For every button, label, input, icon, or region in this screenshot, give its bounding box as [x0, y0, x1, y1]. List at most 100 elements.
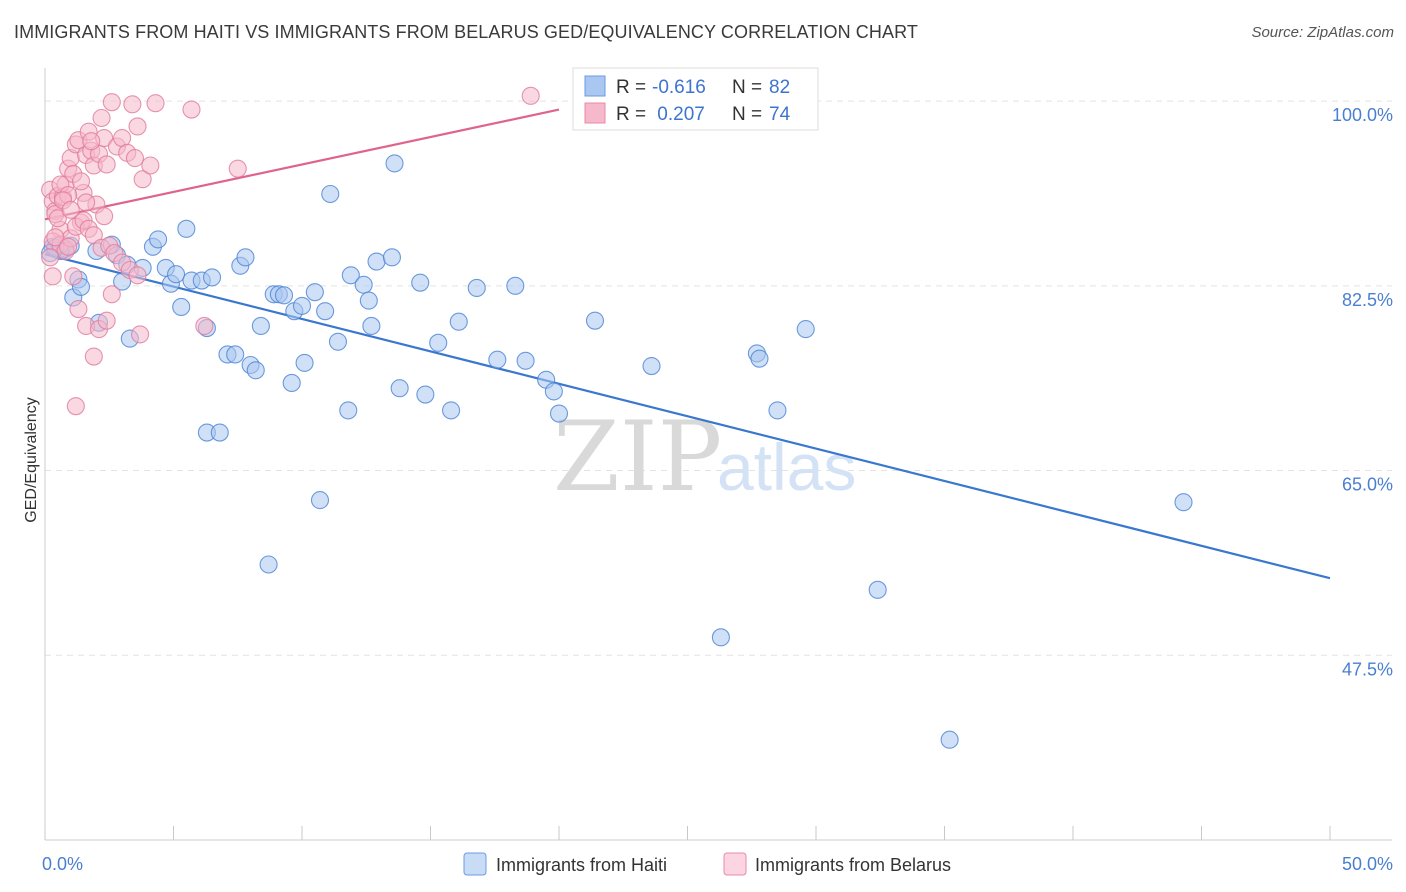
- belarus-point: [102, 93, 121, 112]
- legend-r-value: 0.207: [652, 104, 705, 125]
- belarus-point: [82, 132, 101, 151]
- haiti-point: [796, 320, 815, 339]
- haiti-point: [385, 154, 404, 173]
- belarus-point: [131, 325, 150, 344]
- haiti-point: [172, 297, 191, 316]
- haiti-point: [585, 311, 605, 330]
- haiti-point: [488, 350, 507, 369]
- haiti-point: [282, 373, 301, 392]
- grid-lines: [45, 100, 1392, 656]
- tick-labels: 100.0% 82.5% 65.0% 47.5% 0.0% 50.0%: [42, 105, 1393, 874]
- belarus-point: [43, 267, 62, 286]
- belarus-point: [69, 300, 88, 319]
- haiti-point: [274, 286, 294, 305]
- haiti-point: [367, 252, 386, 271]
- haiti-point: [203, 268, 222, 287]
- belarus-point: [64, 267, 83, 286]
- haiti-point: [449, 312, 468, 331]
- y-tick-label: 65.0%: [1342, 475, 1393, 495]
- haiti-point: [246, 361, 265, 380]
- haiti-point: [516, 351, 535, 370]
- haiti-point: [442, 401, 461, 420]
- belarus-point: [146, 94, 165, 113]
- belarus-point: [228, 159, 247, 178]
- belarus-point: [61, 200, 80, 219]
- belarus-point: [41, 248, 60, 267]
- belarus-point: [123, 95, 142, 114]
- source-label: Source: ZipAtlas.com: [1251, 24, 1394, 41]
- haiti-point: [411, 273, 430, 292]
- belarus-point: [128, 117, 147, 136]
- belarus-point: [46, 228, 65, 247]
- haiti-point: [259, 555, 278, 574]
- haiti-point: [868, 580, 887, 599]
- haiti-point: [549, 404, 569, 423]
- legend-swatch-haiti: [584, 75, 606, 97]
- haiti-point: [251, 316, 270, 335]
- haiti-point: [328, 332, 348, 351]
- haiti-point: [354, 275, 373, 294]
- haiti-point: [362, 316, 381, 335]
- belarus-point: [133, 170, 152, 189]
- belarus-point: [77, 193, 96, 212]
- x-tick-label: 0.0%: [42, 854, 83, 874]
- belarus-point: [521, 86, 540, 105]
- haiti-point: [310, 491, 330, 510]
- stats-legend: R = -0.616 N = 82 R = 0.207 N = 74: [572, 67, 819, 131]
- data-points: [41, 86, 1193, 749]
- belarus-point: [59, 237, 78, 256]
- belarus-point: [84, 347, 103, 366]
- y-axis-label: GED/Equivalency: [23, 397, 40, 522]
- legend-n-label: N =: [732, 77, 762, 98]
- haiti-point: [339, 401, 358, 420]
- haiti-point: [1174, 493, 1193, 512]
- haiti-point: [467, 278, 486, 297]
- trendlines: [44, 108, 1331, 580]
- belarus-point: [92, 108, 111, 128]
- haiti-point: [305, 283, 324, 302]
- belarus-point: [97, 311, 116, 330]
- y-tick-label: 47.5%: [1342, 659, 1393, 679]
- haiti-point: [429, 333, 448, 352]
- haiti-point: [506, 276, 525, 295]
- series-legend: Immigrants from Haiti Immigrants from Be…: [463, 852, 951, 876]
- belarus-trendline: [44, 108, 560, 221]
- haiti-point: [149, 230, 168, 249]
- y-tick-label: 82.5%: [1342, 290, 1393, 310]
- axes: [44, 68, 1392, 841]
- belarus-point: [102, 285, 121, 304]
- haiti-point: [940, 730, 959, 749]
- watermark-zip: ZIP: [553, 401, 722, 513]
- haiti-point: [292, 296, 312, 315]
- belarus-point: [48, 209, 67, 228]
- series-legend-haiti: Immigrants from Haiti: [496, 855, 667, 875]
- legend-r-label: R =: [616, 77, 646, 98]
- x-tick-label: 50.0%: [1342, 854, 1393, 874]
- legend-n-value: 82: [769, 77, 790, 98]
- haiti-point: [295, 353, 314, 372]
- legend-n-label: N =: [732, 104, 762, 125]
- haiti-point: [210, 423, 229, 442]
- belarus-point: [97, 155, 116, 174]
- haiti-point: [341, 266, 360, 285]
- legend-n-value: 74: [769, 104, 791, 125]
- legend-r-label: R =: [616, 104, 646, 125]
- haiti-point: [390, 379, 409, 398]
- haiti-point: [321, 184, 340, 204]
- legend-swatch-belarus: [584, 102, 606, 124]
- belarus-point: [66, 397, 85, 416]
- belarus-point: [128, 266, 147, 285]
- haiti-point: [167, 265, 186, 284]
- haiti-point: [768, 401, 787, 420]
- haiti-point: [226, 345, 245, 364]
- haiti-point: [711, 628, 730, 647]
- belarus-point: [141, 156, 160, 175]
- haiti-point: [359, 291, 378, 310]
- haiti-point: [316, 302, 335, 321]
- haiti-point: [750, 349, 769, 368]
- haiti-point: [177, 219, 196, 238]
- haiti-point: [236, 248, 255, 267]
- legend-r-value: -0.616: [652, 77, 706, 98]
- haiti-point: [382, 248, 402, 267]
